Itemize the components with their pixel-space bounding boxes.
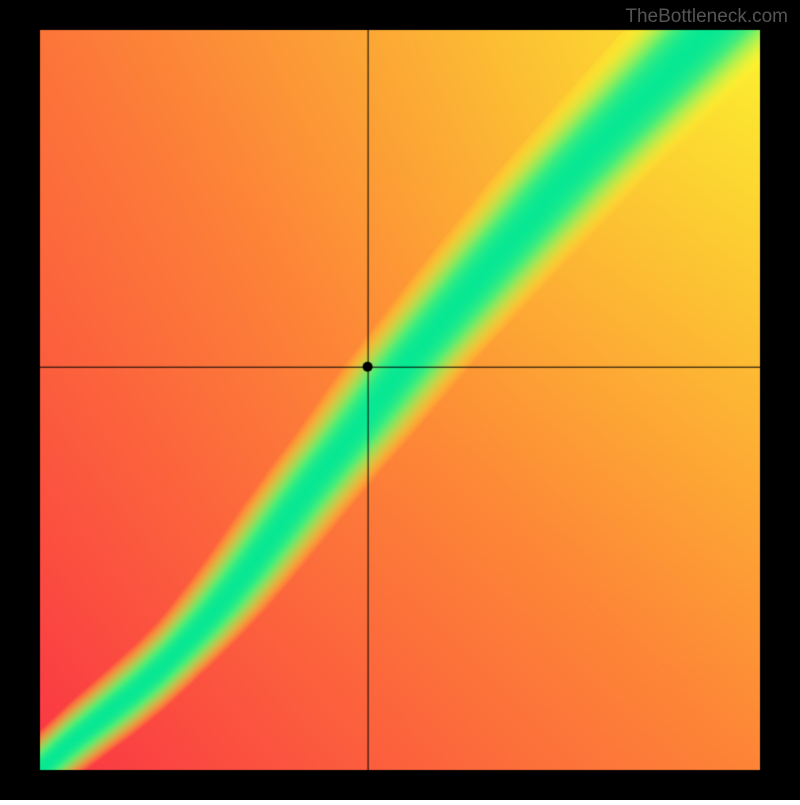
heatmap-canvas-wrapper — [0, 0, 800, 805]
attribution-text: TheBottleneck.com — [625, 6, 788, 28]
chart-container: TheBottleneck.com — [0, 0, 800, 800]
heatmap-canvas — [0, 0, 800, 800]
